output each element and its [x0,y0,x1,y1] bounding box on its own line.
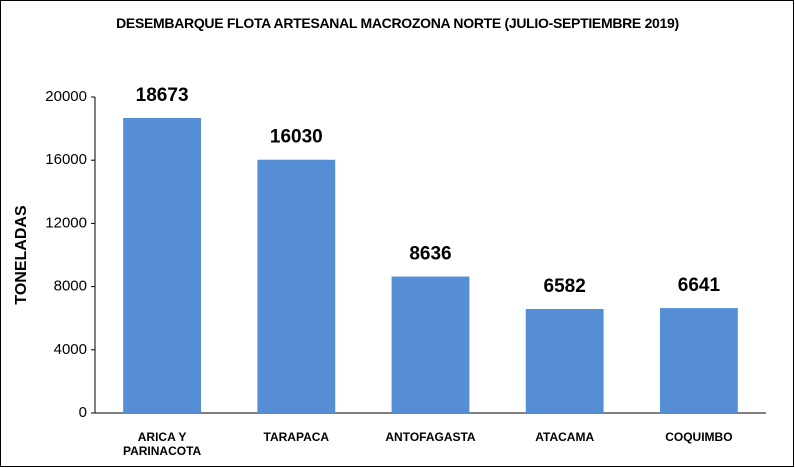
bar [391,276,470,413]
y-tick-label: 20000 [45,88,87,105]
x-tick-label: ATACAMA [535,430,595,444]
data-label: 6582 [544,276,586,297]
x-tick-label: ANTOFAGASTA [385,430,476,444]
chart-title: DESEMBARQUE FLOTA ARTESANAL MACROZONA NO… [116,15,679,31]
data-label: 16030 [270,127,323,148]
y-tick-label: 4000 [54,341,87,358]
y-tick-label: 8000 [54,278,87,295]
y-tick-label: 16000 [45,151,87,168]
x-tick-label: ARICA Y PARINACOTA [122,430,202,458]
x-tick-label: COQUIMBO [665,430,733,444]
y-tick-label: 12000 [45,214,87,231]
bar [257,159,336,413]
bar [659,308,738,413]
y-tick-label: 0 [79,404,87,421]
x-tick-label: TARAPACA [263,430,330,444]
data-label: 18673 [136,85,189,106]
data-label: 8636 [409,244,451,265]
bar [525,309,604,413]
bar [123,117,202,413]
y-axis-label: TONELADAS [13,205,30,305]
data-label: 6641 [678,275,721,296]
